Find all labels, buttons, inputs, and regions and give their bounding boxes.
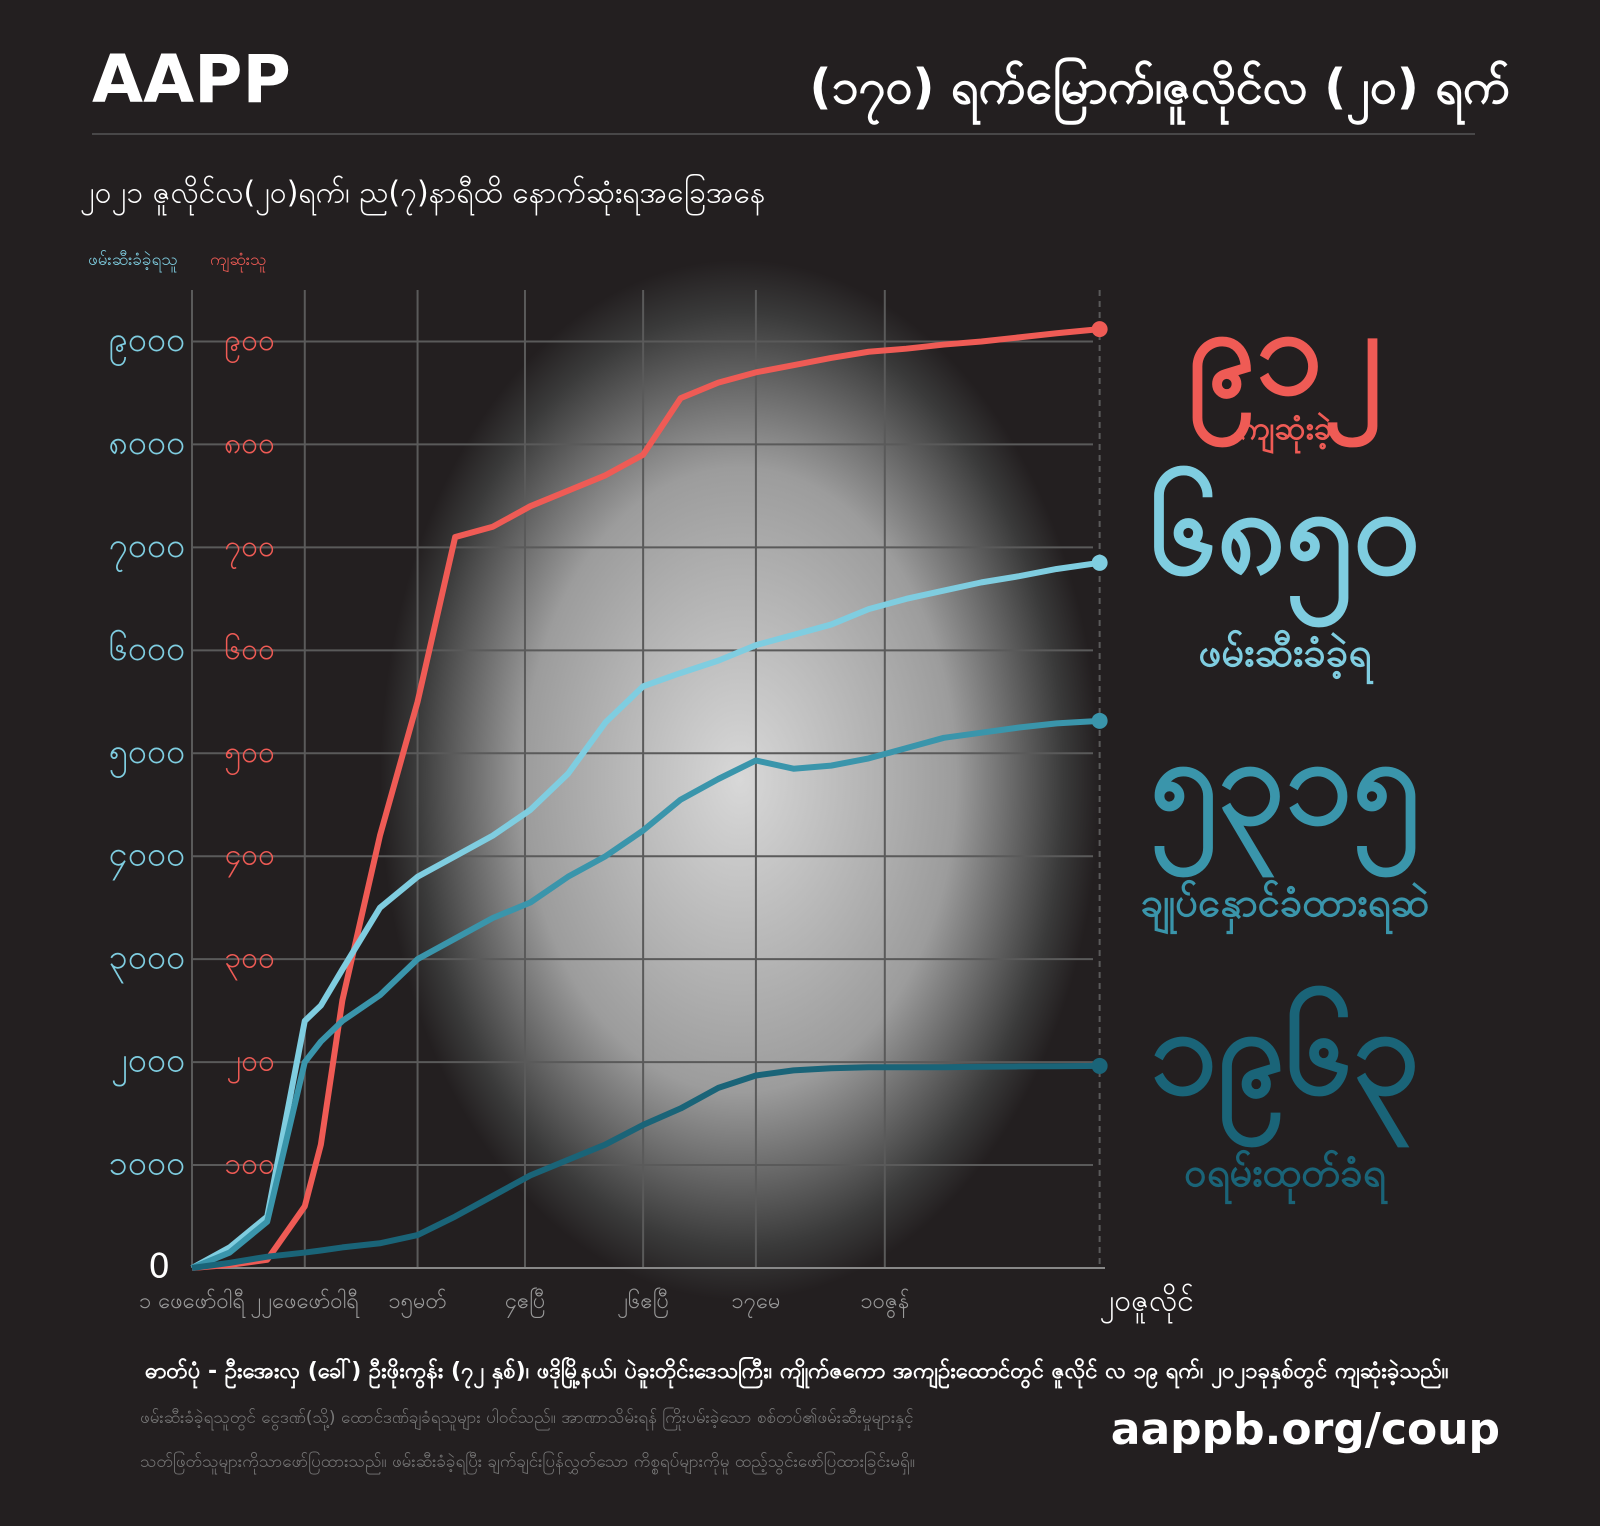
x-tick-label: ၄ဧပြီ: [504, 1287, 545, 1318]
end-point: [1091, 321, 1108, 338]
y-tick-label: ၂၀၀၀: [111, 1041, 185, 1087]
subtitle: ၂၀၂၁ ဇူလိုင်လ(၂၀)ရက်၊ ည(၇)နာရီထိ နောက်ဆု…: [80, 174, 765, 217]
y2-tick-label: ၅၀၀: [224, 735, 275, 776]
legend-caption: ဖမ်းဆီးခံခဲ့ရ: [1199, 630, 1374, 685]
y2-tick-label: ၆၀၀: [224, 631, 275, 667]
legend-caption: ဝရမ်းထုတ်ခံရ: [1184, 1150, 1388, 1205]
y-axis-label: ဖမ်းဆီးခံခဲ့ရသူ: [88, 250, 178, 273]
y2-tick-label: ၂၀၀: [227, 1044, 276, 1085]
end-point: [1091, 1057, 1108, 1074]
y-tick-label: 0: [148, 1247, 170, 1287]
end-point: [1091, 712, 1108, 729]
y-tick-label: ၇၀၀၀: [109, 526, 186, 572]
total-label: ၆၈၅၀: [1149, 463, 1420, 628]
y-tick-label: ၄၀၀၀: [109, 835, 186, 881]
series-line: [191, 326, 1100, 1271]
total-label: ၅၃၁၅: [1150, 713, 1420, 878]
x-tick-label: ၂၂ဖေဖော်ဝါရီ: [251, 1288, 360, 1318]
note: သတ်ဖြတ်သူများကိုသာဖော်ပြထားသည်။ ဖမ်းဆီးခ…: [140, 1450, 915, 1475]
y2-tick-label: ၈၀၀: [224, 426, 275, 461]
legend-caption: ကျဆုံးခဲ့: [1238, 409, 1331, 454]
photo-caption: ဓာတ်ပုံ - ဦးအေးလှ (ခေါ်) ဦးဖိုးကွန်း (၇၂…: [145, 1356, 1448, 1389]
end-point: [1091, 554, 1108, 571]
y2-tick-label: ၁၀၀: [224, 1147, 275, 1182]
y-tick-label: ၅၀၀၀: [109, 732, 186, 778]
title: (၁၇၀) ရက်မြောက်၊ဇူလိုင်လ (၂၀) ရက်: [810, 56, 1511, 126]
y-tick-label: ၃၀၀၀: [109, 938, 186, 984]
logo: AAPP: [92, 41, 291, 118]
y2-tick-label: ၃၀၀: [224, 941, 275, 982]
y-tick-label: ၉၀၀၀: [109, 320, 186, 366]
total-label: ၉၁၂: [1188, 283, 1382, 448]
y2-axis-label: ကျဆုံးသူ: [210, 250, 267, 273]
x-tick-label: ၁ ဖေဖော်ဝါရီ: [139, 1288, 246, 1318]
x-tick-label: ၁၀ဇွန်: [860, 1288, 909, 1319]
y2-tick-label: ၄၀၀: [224, 838, 275, 879]
y2-tick-label: ၉၀၀: [224, 323, 275, 364]
series-line: [191, 1062, 1100, 1271]
x-tick-label: ၁၅မတ်: [388, 1288, 447, 1318]
y-tick-label: ၁၀၀၀: [109, 1144, 186, 1184]
legend-caption: ချုပ်နှောင်ခံထားရဆဲ: [1141, 880, 1430, 935]
photo: [380, 260, 1100, 1300]
y2-tick-label: ၇၀၀: [224, 529, 275, 570]
note: ဖမ်းဆီးခံခဲ့ရသူတွင် ငွေဒဏ်(သို့) ထောင်ဒဏ…: [140, 1406, 913, 1431]
plot: 0 ၁၀၀၀ ၂၀၀၀ ၃၀၀၀ ၄၀၀၀ ၅၀၀၀ ၆၀၀၀ ၇၀၀၀ ၈၀၀၀ ၉၀၀၀၁၀၀…: [108, 283, 1429, 1325]
x-tick-label: ၁၇မေ: [731, 1289, 780, 1318]
series-line: [190, 559, 1101, 1271]
y-tick-label: ၈၀၀၀: [108, 423, 185, 463]
x-tick-label: ၂၆ဧပြီ: [617, 1287, 669, 1318]
y-tick-label: ၆၀၀၀: [109, 629, 186, 669]
series-line: [190, 717, 1100, 1271]
total-label: ၁၉၆၃: [1150, 983, 1420, 1148]
x-tick-label: ၂၀ဇူလိုင်: [1100, 1284, 1194, 1325]
url: aappb.org/coup: [1111, 1404, 1500, 1455]
